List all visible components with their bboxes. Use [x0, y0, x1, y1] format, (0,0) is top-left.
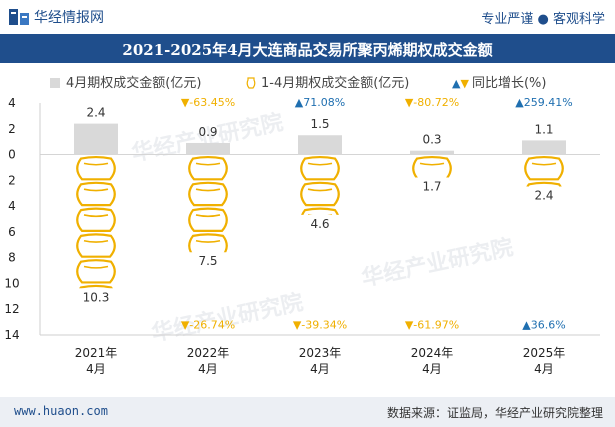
- pot-value-label: 4.6: [310, 217, 329, 231]
- y-tick-label: 2: [8, 173, 16, 187]
- y-tick-label: 4: [8, 96, 16, 110]
- bar-value-label: 1.1: [534, 122, 553, 136]
- legend-item-cumulative: 1-4月期权成交金额(亿元): [246, 72, 409, 91]
- pot-icon: [76, 155, 116, 181]
- bar-value-label: 1.5: [310, 117, 329, 131]
- huajing-logo-icon: [9, 9, 29, 25]
- pot-icon: [188, 233, 228, 253]
- pot-icon: [301, 207, 339, 215]
- growth-monthly-label: ▼-80.72%: [405, 96, 459, 109]
- pot-icon: [76, 207, 116, 232]
- x-tick-label: 4月: [310, 362, 330, 376]
- pot-value-label: 7.5: [198, 254, 217, 268]
- legend-label-monthly: 4月期权成交金额(亿元): [66, 76, 202, 91]
- x-tick-label: 4月: [422, 362, 442, 376]
- legend-swatch-bar: [50, 78, 60, 88]
- top-bar: 华经情报网 专业严谨 ● 客观科学: [0, 0, 615, 34]
- pot-icon: [188, 207, 228, 232]
- bar-value-label: 2.4: [86, 106, 105, 120]
- pot-value-label: 1.7: [422, 179, 441, 193]
- legend-up-triangle-icon: ▲: [452, 77, 461, 90]
- growth-cumulative-label: ▼-39.34%: [293, 319, 347, 332]
- pot-icon: [300, 155, 340, 181]
- data-source: 数据来源：证监局，华经产业研究院整理: [386, 406, 603, 420]
- bar-value-label: 0.3: [422, 133, 441, 147]
- pot-icon: [300, 181, 340, 207]
- x-tick-label: 4月: [198, 362, 218, 376]
- pot-value-label: 2.4: [534, 188, 553, 202]
- legend-item-growth: ▲▼ 同比增长(%): [452, 72, 546, 91]
- slogan: 专业严谨 ● 客观科学: [481, 12, 605, 27]
- legend-pot-icon: [246, 77, 256, 89]
- pot-icon: [76, 181, 116, 207]
- pot-icon: [76, 233, 116, 258]
- site-url: www.huaon.com: [14, 404, 108, 418]
- legend-label-growth: 同比增长(%): [471, 76, 547, 91]
- pot-icon: [188, 155, 228, 181]
- y-tick-label: 8: [8, 251, 16, 265]
- title-bar: 2021-2025年4月大连商品交易所聚丙烯期权成交金额: [0, 34, 615, 63]
- growth-monthly-label: ▲71.08%: [295, 96, 345, 109]
- legend-item-monthly: 4月期权成交金额(亿元): [50, 72, 201, 91]
- pot-icon: [412, 155, 452, 178]
- bar-monthly: [298, 135, 342, 155]
- chart-legend: 4月期权成交金额(亿元) 1-4月期权成交金额(亿元) ▲▼ 同比增长(%): [0, 72, 615, 92]
- chart-plot: 4 2 0 2 4 6 8 10 12 14 2.4 10.3 2021年 4月 0.9 7.5 ▼-63.45…: [4, 96, 600, 376]
- pot-value-label: 10.3: [83, 290, 110, 304]
- legend-down-triangle-icon: ▼: [460, 77, 469, 90]
- pot-icon: [526, 181, 562, 187]
- footer: www.huaon.com 数据来源：证监局，华经产业研究院整理: [0, 397, 615, 427]
- bar-value-label: 0.9: [198, 125, 217, 139]
- x-tick-label: 2021年: [75, 346, 118, 360]
- y-tick-label: 2: [8, 122, 16, 136]
- bar-monthly: [186, 142, 230, 155]
- y-tick-label: 4: [8, 199, 16, 213]
- growth-monthly-label: ▼-63.45%: [181, 96, 235, 109]
- x-tick-label: 2024年: [411, 346, 454, 360]
- bar-monthly: [522, 140, 566, 155]
- growth-cumulative-label: ▲36.6%: [522, 319, 565, 332]
- brand-name: 华经情报网: [34, 10, 104, 26]
- legend-label-cumulative: 1-4月期权成交金额(亿元): [261, 76, 410, 91]
- y-tick-label: 14: [4, 328, 19, 342]
- pot-icon: [188, 181, 228, 207]
- chart-title: 2021-2025年4月大连商品交易所聚丙烯期权成交金额: [122, 41, 493, 59]
- x-tick-label: 2023年: [299, 346, 342, 360]
- x-tick-label: 2022年: [187, 346, 230, 360]
- y-tick-label: 6: [8, 225, 16, 239]
- growth-monthly-label: ▲259.41%: [515, 96, 572, 109]
- bar-monthly: [74, 123, 118, 155]
- x-tick-label: 4月: [86, 362, 106, 376]
- pot-icon: [524, 155, 564, 181]
- y-tick-label: 0: [8, 148, 16, 162]
- y-tick-label: 10: [4, 276, 19, 290]
- pot-icon: [76, 259, 116, 284]
- growth-cumulative-label: ▼-26.74%: [181, 319, 235, 332]
- y-tick-label: 12: [4, 302, 19, 316]
- x-tick-label: 4月: [534, 362, 554, 376]
- bar-monthly: [410, 150, 454, 155]
- pot-icon: [79, 284, 113, 289]
- growth-cumulative-label: ▼-61.97%: [405, 319, 459, 332]
- x-tick-label: 2025年: [523, 346, 566, 360]
